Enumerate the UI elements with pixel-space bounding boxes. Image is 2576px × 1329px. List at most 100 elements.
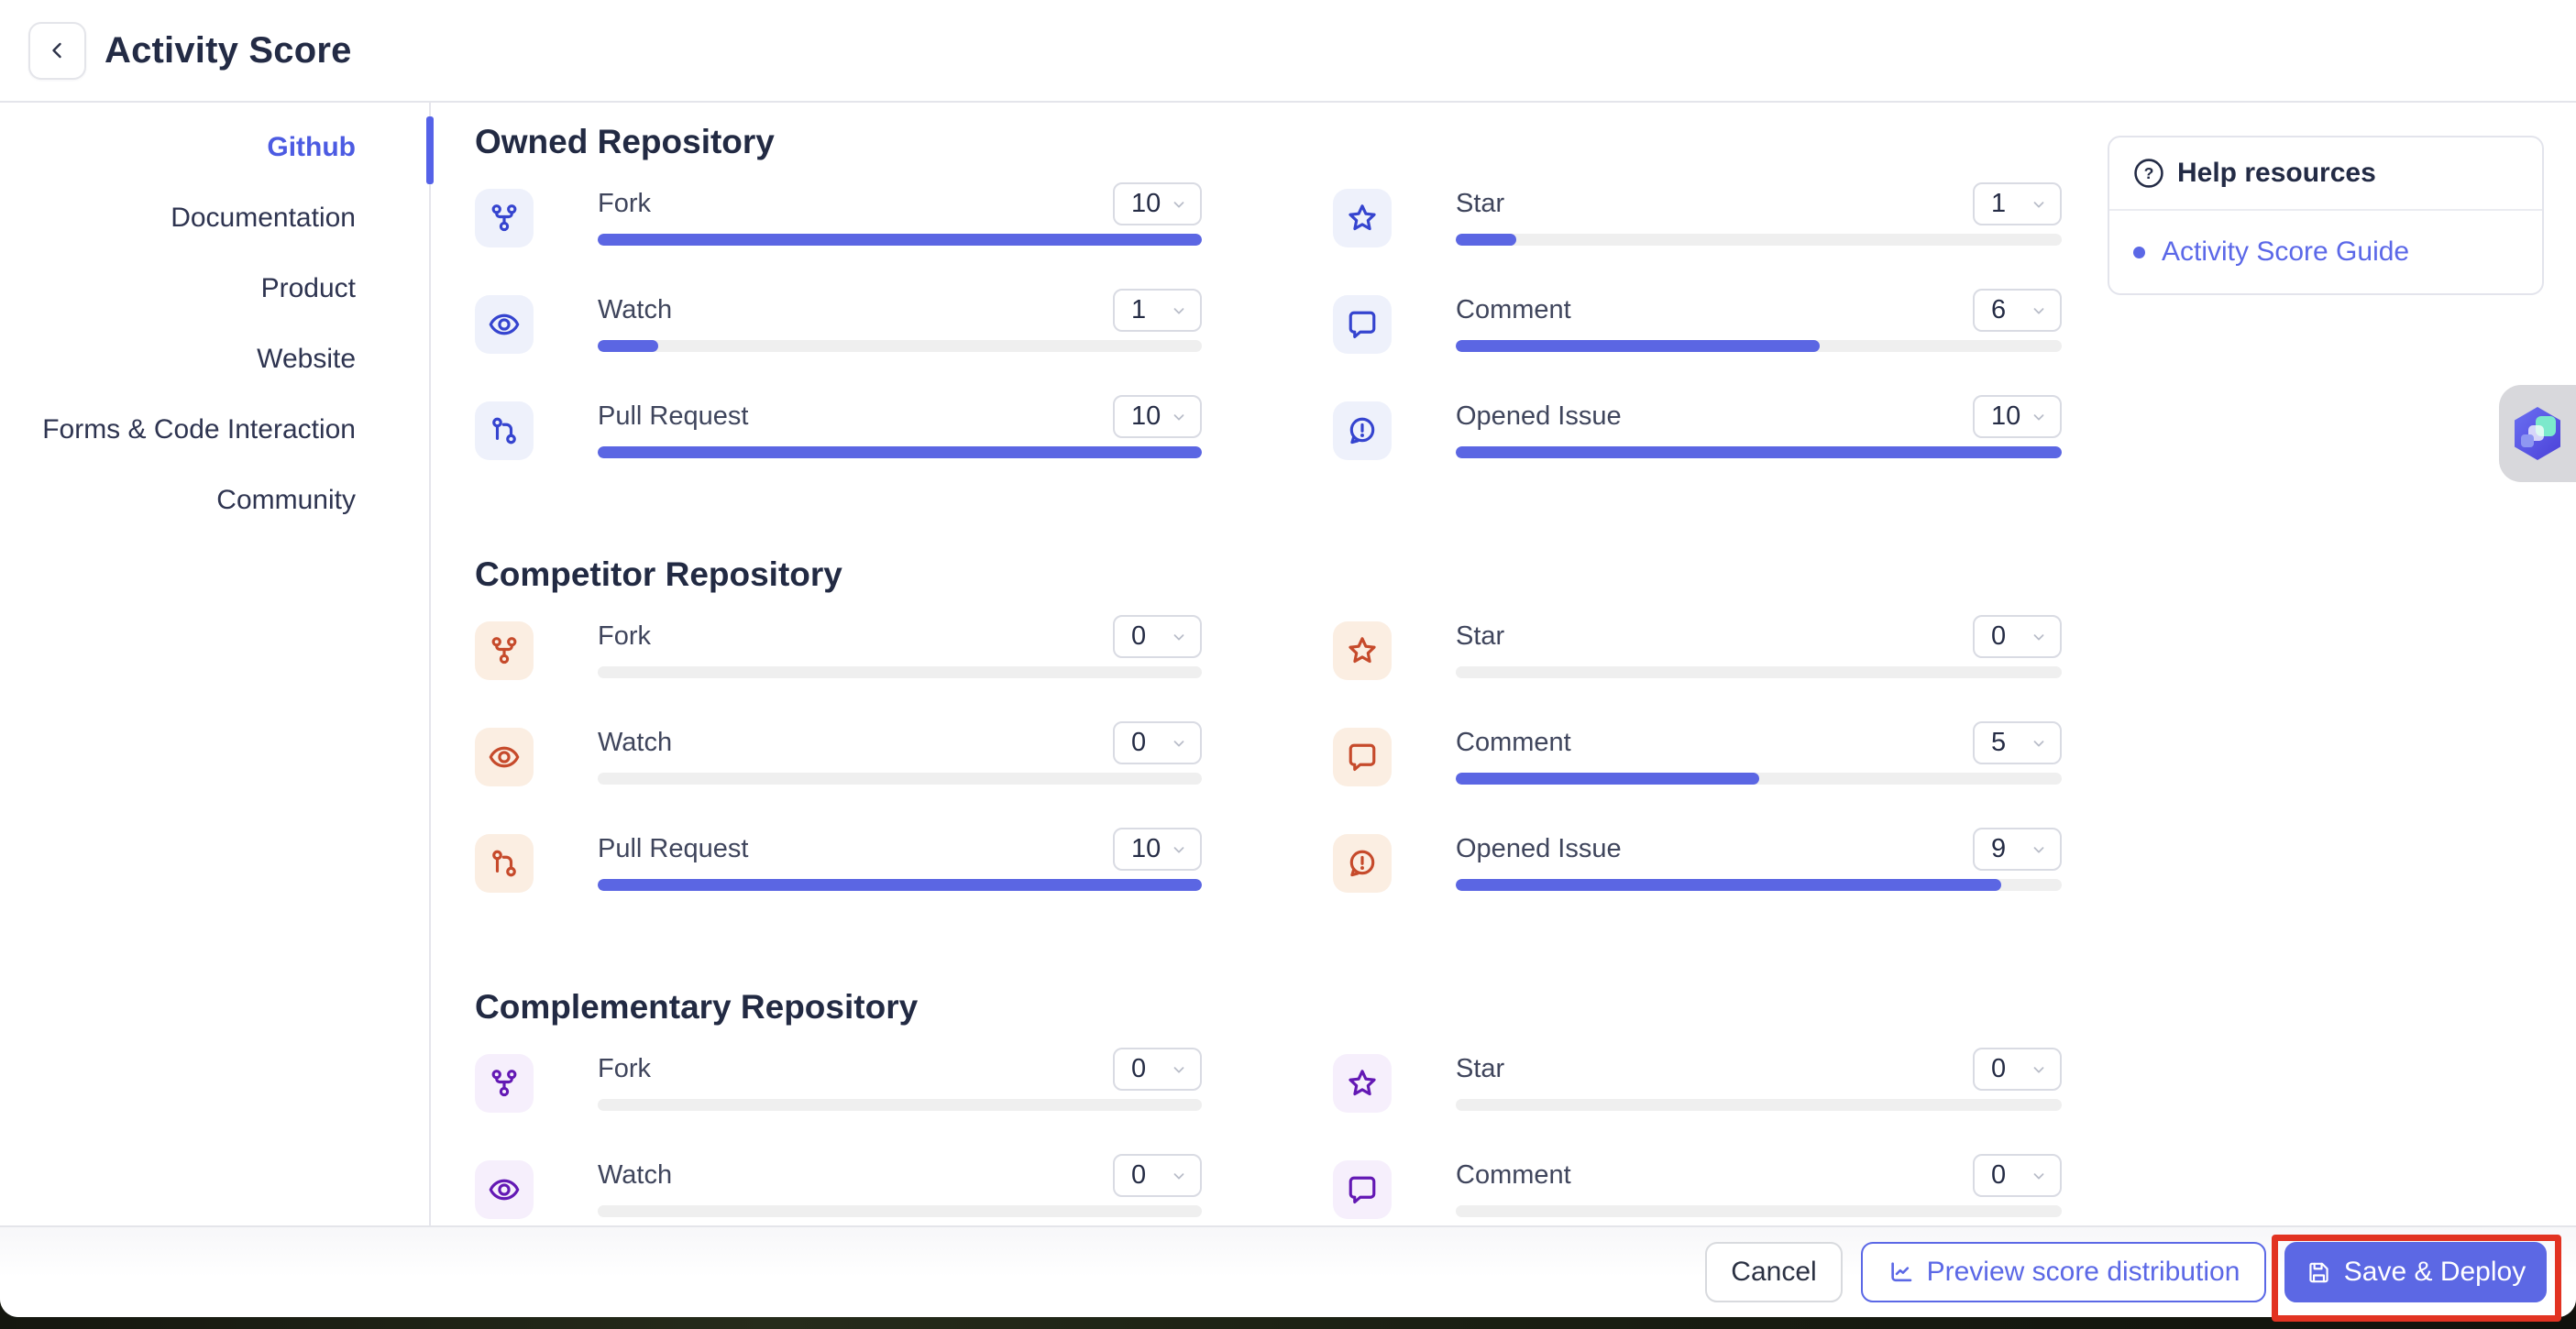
metric-value-dropdown[interactable]: 10 bbox=[1113, 182, 1202, 225]
metric-row-body: Star 1 bbox=[1456, 182, 2062, 247]
metric-row-body: Opened Issue 10 bbox=[1456, 395, 2062, 460]
sidebar-item-forms-code-interaction[interactable]: Forms & Code Interaction bbox=[42, 414, 356, 445]
section-title: Competitor Repository bbox=[475, 555, 842, 593]
sidebar-item-website[interactable]: Website bbox=[257, 344, 356, 374]
sidebar-item-documentation[interactable]: Documentation bbox=[171, 203, 356, 233]
fork-icon bbox=[475, 1054, 534, 1113]
cancel-button[interactable]: Cancel bbox=[1705, 1242, 1843, 1302]
metric-value-dropdown[interactable]: 0 bbox=[1113, 721, 1202, 764]
metric-row-body: Opened Issue 9 bbox=[1456, 828, 2062, 893]
metric-value-dropdown[interactable]: 6 bbox=[1973, 289, 2062, 332]
metric-progress-track bbox=[598, 446, 1202, 458]
watch-icon bbox=[475, 728, 534, 786]
watch-icon bbox=[475, 1160, 534, 1219]
metric-label: Fork bbox=[598, 621, 651, 651]
active-tab-indicator bbox=[426, 116, 434, 184]
sidebar-item-github[interactable]: Github bbox=[267, 132, 356, 162]
metric-progress-track bbox=[598, 1099, 1202, 1111]
metric-value-dropdown[interactable]: 0 bbox=[1973, 615, 2062, 658]
metric-row-pull-request: Pull Request 10 bbox=[475, 395, 1202, 460]
chevron-down-icon bbox=[2031, 629, 2047, 645]
fork-icon bbox=[475, 621, 534, 680]
chevron-down-icon bbox=[2031, 841, 2047, 858]
metric-row-body: Comment 6 bbox=[1456, 289, 2062, 354]
content-area: Owned Repository Fork 10 Star 1 Watch 1 Comment… bbox=[431, 103, 2576, 1225]
metric-progress-track bbox=[598, 879, 1202, 891]
metric-progress-track bbox=[1456, 340, 2062, 352]
metric-value: 1 bbox=[1131, 295, 1147, 324]
chart-line-icon bbox=[1888, 1258, 1915, 1286]
footer-bar: Cancel Preview score distribution Save &… bbox=[0, 1225, 2576, 1317]
metric-value-dropdown[interactable]: 0 bbox=[1113, 1048, 1202, 1091]
metric-row-pull-request: Pull Request 10 bbox=[475, 828, 1202, 893]
metric-label: Pull Request bbox=[598, 401, 749, 431]
floating-widget-launcher[interactable] bbox=[2499, 385, 2576, 482]
metric-value-dropdown[interactable]: 5 bbox=[1973, 721, 2062, 764]
chevron-down-icon bbox=[1171, 841, 1187, 858]
metric-value-dropdown[interactable]: 1 bbox=[1973, 182, 2062, 225]
back-button[interactable] bbox=[28, 21, 86, 80]
chevron-down-icon bbox=[2031, 735, 2047, 752]
metric-progress-track bbox=[598, 234, 1202, 246]
hexagon-logo-icon bbox=[2508, 404, 2567, 463]
comment-icon bbox=[1333, 1160, 1392, 1219]
chevron-down-icon bbox=[1171, 1168, 1187, 1184]
metric-label: Opened Issue bbox=[1456, 834, 1622, 863]
metric-value-dropdown[interactable]: 9 bbox=[1973, 828, 2062, 871]
metric-row-fork: Fork 0 bbox=[475, 615, 1202, 680]
metric-label: Opened Issue bbox=[1456, 401, 1622, 431]
metric-progress-fill bbox=[1456, 340, 1820, 352]
help-resources-card: ? Help resources Activity Score Guide bbox=[2108, 136, 2544, 295]
metric-row-body: Comment 5 bbox=[1456, 721, 2062, 786]
metric-label: Comment bbox=[1456, 295, 1571, 324]
sections-container: Owned Repository Fork 10 Star 1 Watch 1 Comment… bbox=[475, 121, 2576, 1219]
sidebar-item-community[interactable]: Community bbox=[216, 485, 356, 515]
chevron-down-icon bbox=[2031, 1168, 2047, 1184]
metric-value: 9 bbox=[1991, 834, 2007, 863]
metric-label: Star bbox=[1456, 189, 1505, 218]
chevron-down-icon bbox=[2031, 302, 2047, 319]
metric-value-dropdown[interactable]: 0 bbox=[1973, 1154, 2062, 1197]
svg-text:?: ? bbox=[2144, 164, 2154, 182]
metric-row-body: Pull Request 10 bbox=[598, 395, 1202, 460]
chevron-down-icon bbox=[1171, 1061, 1187, 1078]
chevron-down-icon bbox=[1171, 196, 1187, 213]
metric-row-body: Fork 10 bbox=[598, 182, 1202, 247]
preview-score-distribution-button[interactable]: Preview score distribution bbox=[1861, 1242, 2266, 1302]
metric-value-dropdown[interactable]: 0 bbox=[1113, 1154, 1202, 1197]
save-deploy-button[interactable]: Save & Deploy bbox=[2284, 1242, 2547, 1302]
metric-progress-fill bbox=[598, 879, 1202, 891]
metric-value: 1 bbox=[1991, 189, 2007, 218]
metric-row-star: Star 0 bbox=[1333, 1048, 2062, 1113]
metric-value-dropdown[interactable]: 0 bbox=[1973, 1048, 2062, 1091]
metric-label: Fork bbox=[598, 189, 651, 218]
metric-value-dropdown[interactable]: 10 bbox=[1973, 395, 2062, 438]
metric-value: 10 bbox=[1131, 189, 1161, 218]
chevron-down-icon bbox=[1171, 735, 1187, 752]
metric-value-dropdown[interactable]: 10 bbox=[1113, 395, 1202, 438]
chevron-down-icon bbox=[1171, 629, 1187, 645]
metric-label: Watch bbox=[598, 728, 673, 757]
chevron-down-icon bbox=[2031, 1061, 2047, 1078]
metric-progress-fill bbox=[1456, 446, 2062, 458]
metric-row-body: Fork 0 bbox=[598, 615, 1202, 680]
metric-progress-track bbox=[1456, 446, 2062, 458]
metric-progress-track bbox=[1456, 1099, 2062, 1111]
metric-label: Watch bbox=[598, 295, 673, 324]
star-icon bbox=[1333, 189, 1392, 247]
metric-value: 0 bbox=[1991, 621, 2007, 651]
metric-progress-track bbox=[1456, 234, 2062, 246]
metric-rows-grid: Fork 0 Star 0 Watch 0 Comment 0 bbox=[475, 1048, 2576, 1219]
preview-button-label: Preview score distribution bbox=[1926, 1257, 2240, 1287]
metric-row-comment: Comment 0 bbox=[1333, 1154, 2062, 1219]
watch-icon bbox=[475, 295, 534, 354]
help-card-title: Help resources bbox=[2177, 158, 2376, 188]
metric-value-dropdown[interactable]: 10 bbox=[1113, 828, 1202, 871]
metric-value-dropdown[interactable]: 0 bbox=[1113, 615, 1202, 658]
sidebar-item-product[interactable]: Product bbox=[260, 273, 356, 303]
metric-value-dropdown[interactable]: 1 bbox=[1113, 289, 1202, 332]
pull-request-icon bbox=[475, 834, 534, 893]
activity-score-guide-link[interactable]: Activity Score Guide bbox=[2162, 236, 2410, 267]
metric-value: 10 bbox=[1991, 401, 2021, 431]
question-circle-icon: ? bbox=[2133, 158, 2164, 189]
